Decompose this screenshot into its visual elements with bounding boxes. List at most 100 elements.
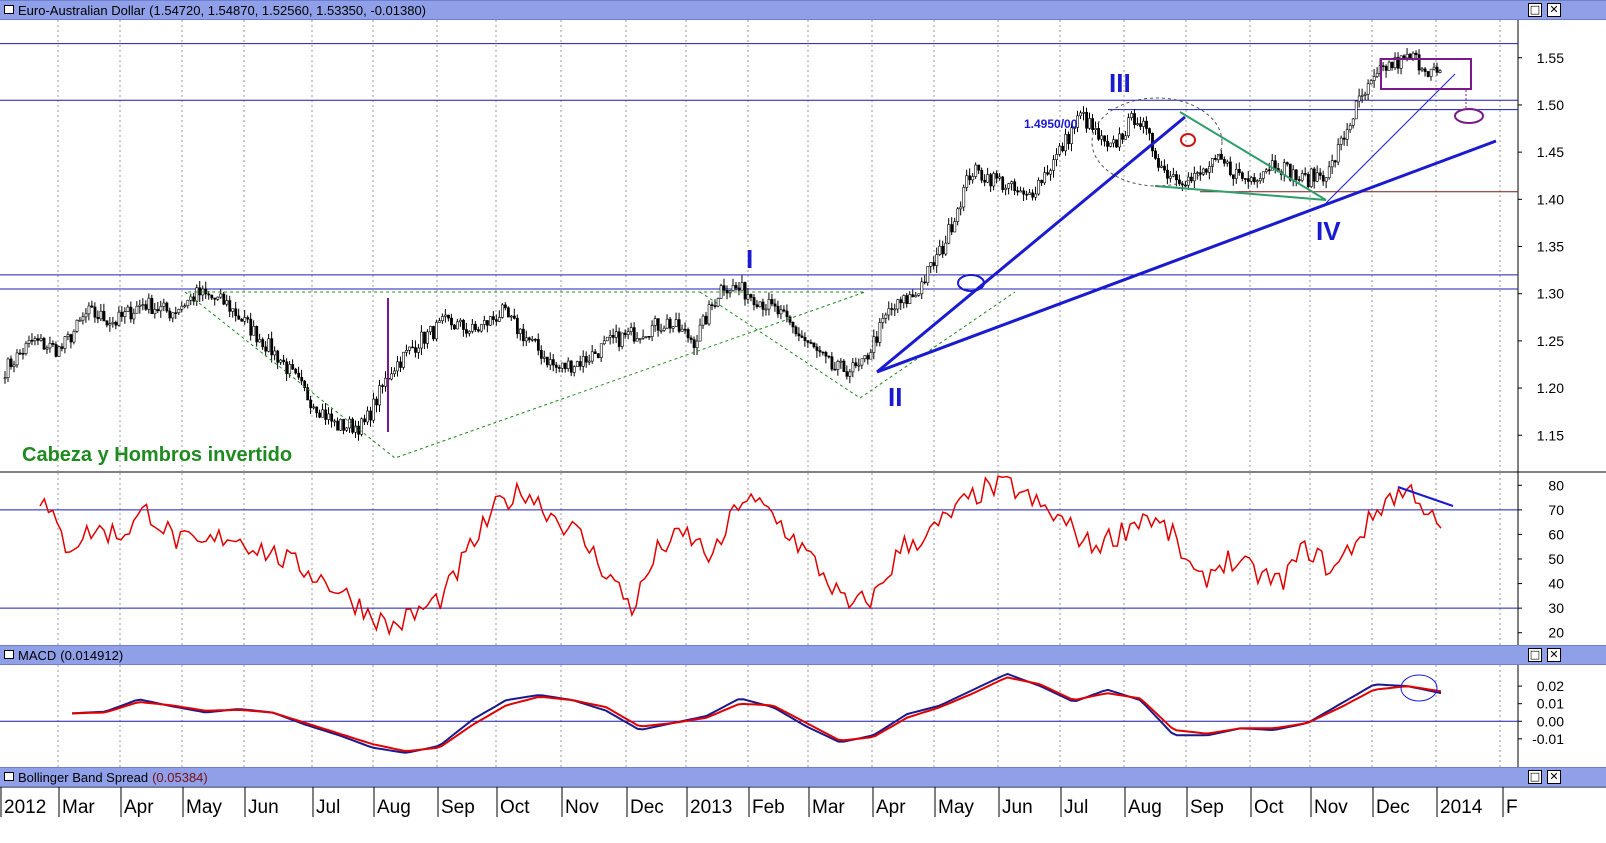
candle-body bbox=[1124, 135, 1127, 140]
candle-body bbox=[737, 287, 741, 291]
candle-body bbox=[908, 294, 912, 304]
candle-body bbox=[291, 364, 295, 370]
candle-body bbox=[1261, 171, 1265, 179]
candle-body bbox=[1133, 113, 1136, 125]
candle-body bbox=[492, 316, 495, 320]
candle-body bbox=[306, 387, 310, 401]
candle-body bbox=[1336, 144, 1340, 163]
candle-body bbox=[872, 336, 876, 353]
candle-body bbox=[381, 385, 384, 387]
candle-body bbox=[1073, 127, 1077, 129]
candle-body bbox=[962, 187, 966, 208]
restore-icon[interactable]: □ bbox=[1528, 3, 1542, 17]
candle-body bbox=[785, 310, 789, 318]
candle-body bbox=[78, 319, 82, 322]
rsi-divergence-line bbox=[1397, 486, 1454, 507]
x-tick-label: Nov bbox=[565, 797, 599, 818]
candle-body bbox=[375, 398, 378, 406]
candle-body bbox=[605, 336, 609, 342]
candle-body bbox=[1393, 57, 1397, 68]
candle-body bbox=[384, 377, 387, 387]
candle-body bbox=[905, 295, 909, 304]
candle-body bbox=[776, 305, 780, 315]
rsi-grid bbox=[57, 473, 1501, 645]
x-tick-label: Mar bbox=[812, 797, 845, 818]
candle-body bbox=[489, 316, 492, 326]
candle-body bbox=[465, 329, 468, 334]
x-tick-label: Apr bbox=[124, 797, 154, 818]
y-tick-label: -0.01 bbox=[1532, 731, 1564, 747]
macd-restore-icon[interactable]: □ bbox=[1528, 648, 1542, 662]
candle-body bbox=[725, 290, 729, 294]
candle-body bbox=[977, 164, 981, 171]
candle-body bbox=[587, 360, 591, 363]
x-tick-label: Dec bbox=[630, 797, 664, 818]
window-menu-icon[interactable] bbox=[4, 5, 14, 14]
y-tick-label: 1.20 bbox=[1537, 380, 1564, 396]
candle-body bbox=[252, 326, 256, 336]
macd-series-line bbox=[71, 672, 1442, 754]
candle-body bbox=[168, 310, 172, 319]
candle-body bbox=[518, 328, 522, 334]
candle-body bbox=[318, 412, 322, 418]
bb-window-menu-icon[interactable] bbox=[4, 772, 14, 781]
candle-body bbox=[1258, 178, 1262, 181]
candle-body bbox=[342, 419, 346, 431]
macd-close-icon[interactable]: ✕ bbox=[1547, 648, 1561, 662]
candle-body bbox=[1220, 154, 1223, 160]
wedge-upper-line bbox=[1179, 111, 1327, 201]
candle-body bbox=[542, 356, 546, 359]
bb-restore-icon[interactable]: □ bbox=[1528, 770, 1542, 784]
price-grid bbox=[57, 20, 1501, 473]
candle-body bbox=[117, 311, 121, 326]
candle-body bbox=[944, 242, 948, 255]
candle-body bbox=[1064, 134, 1068, 152]
candle-body bbox=[249, 318, 253, 336]
candle-body bbox=[956, 208, 960, 222]
candle-body bbox=[824, 352, 828, 357]
candle-body bbox=[1076, 115, 1080, 128]
candle-body bbox=[246, 317, 250, 320]
candle-body bbox=[1360, 94, 1364, 97]
x-tick-label: Oct bbox=[500, 797, 530, 818]
candle-body bbox=[596, 353, 600, 358]
candle-body bbox=[198, 287, 202, 296]
candle-body bbox=[734, 285, 738, 289]
candle-body bbox=[1243, 178, 1247, 180]
candle-body bbox=[701, 315, 705, 326]
macd-title-bar: MACD (0.014912) □ ✕ bbox=[0, 645, 1606, 665]
candle-body bbox=[623, 332, 627, 336]
candle-body bbox=[273, 350, 277, 356]
y-tick-label: 0.02 bbox=[1537, 678, 1564, 694]
candle-body bbox=[450, 317, 453, 326]
candle-body bbox=[219, 293, 223, 298]
candle-body bbox=[860, 358, 864, 366]
candle-body bbox=[225, 300, 229, 305]
candle-body bbox=[99, 311, 103, 320]
candle-body bbox=[890, 308, 894, 310]
candle-body bbox=[42, 338, 46, 350]
candle-body bbox=[1121, 133, 1124, 140]
bb-close-icon[interactable]: ✕ bbox=[1547, 770, 1561, 784]
candle-body bbox=[881, 318, 885, 323]
candle-body bbox=[327, 413, 331, 420]
candle-body bbox=[420, 331, 423, 349]
rsi-horizontal-lines bbox=[0, 509, 1518, 609]
candle-body bbox=[920, 281, 924, 295]
candle-body bbox=[72, 331, 76, 343]
candle-body bbox=[941, 245, 945, 255]
x-tick-label: 2014 bbox=[1440, 797, 1483, 818]
candle-body bbox=[279, 359, 283, 363]
candle-body bbox=[114, 322, 118, 326]
candle-body bbox=[1366, 83, 1370, 95]
candle-body bbox=[608, 334, 612, 338]
candle-body bbox=[1067, 134, 1071, 145]
candle-body bbox=[411, 346, 414, 349]
candle-body bbox=[1163, 165, 1166, 171]
candle-body bbox=[87, 305, 91, 315]
rsi-y-ticks: 20 30 40 50 60 70 80 bbox=[1518, 477, 1564, 641]
close-icon[interactable]: ✕ bbox=[1547, 3, 1561, 17]
candle-body bbox=[1327, 166, 1331, 179]
candle-body bbox=[1312, 168, 1316, 182]
macd-window-menu-icon[interactable] bbox=[4, 650, 14, 659]
